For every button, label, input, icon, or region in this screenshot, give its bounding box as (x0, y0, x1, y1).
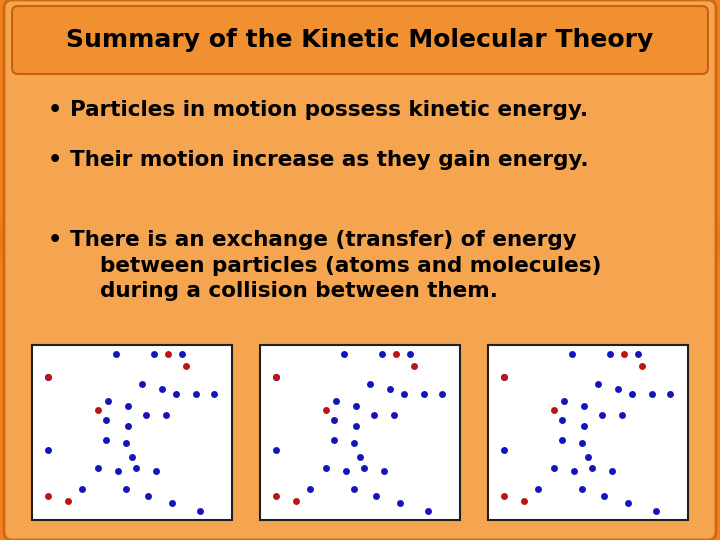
Bar (260, 345, 460, 520)
Text: Their motion increase as they gain energy.: Their motion increase as they gain energ… (70, 150, 589, 170)
Circle shape (40, 205, 148, 313)
Text: •: • (48, 150, 62, 170)
Circle shape (0, 160, 160, 320)
Circle shape (572, 205, 680, 313)
Circle shape (560, 160, 720, 320)
Circle shape (317, 443, 403, 529)
Text: Summary of the Kinetic Molecular Theory: Summary of the Kinetic Molecular Theory (66, 28, 654, 52)
FancyBboxPatch shape (4, 0, 716, 540)
FancyBboxPatch shape (12, 6, 708, 74)
Circle shape (305, 425, 415, 535)
Text: There is an exchange (transfer) of energy
    between particles (atoms and molec: There is an exchange (transfer) of energ… (70, 230, 601, 301)
Bar (32, 345, 232, 520)
Text: •: • (48, 230, 62, 250)
Text: •: • (48, 100, 62, 120)
Text: Particles in motion possess kinetic energy.: Particles in motion possess kinetic ener… (70, 100, 588, 120)
Bar (488, 345, 688, 520)
Circle shape (305, 45, 415, 155)
